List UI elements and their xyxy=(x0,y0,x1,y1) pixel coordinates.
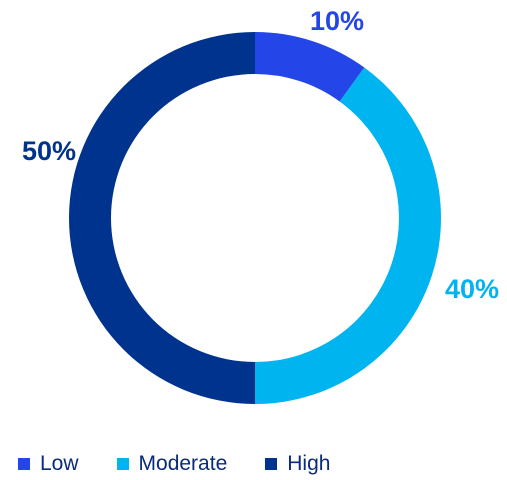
donut-slices xyxy=(69,32,442,405)
donut-slice-high xyxy=(69,32,255,404)
legend-item-low: Low xyxy=(18,452,79,476)
chart-legend: Low Moderate High xyxy=(18,452,368,476)
donut-slice-low xyxy=(255,32,365,102)
legend-swatch-moderate xyxy=(116,458,129,470)
legend-swatch-high xyxy=(265,458,278,470)
donut-chart: 10% 40% 50% xyxy=(22,6,499,405)
legend-label-low: Low xyxy=(40,452,79,475)
data-label-low: 10% xyxy=(310,6,364,36)
data-label-high: 50% xyxy=(22,136,76,166)
legend-item-moderate: Moderate xyxy=(116,452,228,476)
legend-label-high: High xyxy=(287,452,331,475)
legend-label-moderate: Moderate xyxy=(138,452,228,475)
legend-swatch-low xyxy=(18,458,30,470)
donut-slice-moderate xyxy=(255,67,442,405)
legend-item-high: High xyxy=(265,452,330,476)
data-label-moderate: 40% xyxy=(445,274,499,304)
data-labels: 10% 40% 50% xyxy=(22,6,499,304)
